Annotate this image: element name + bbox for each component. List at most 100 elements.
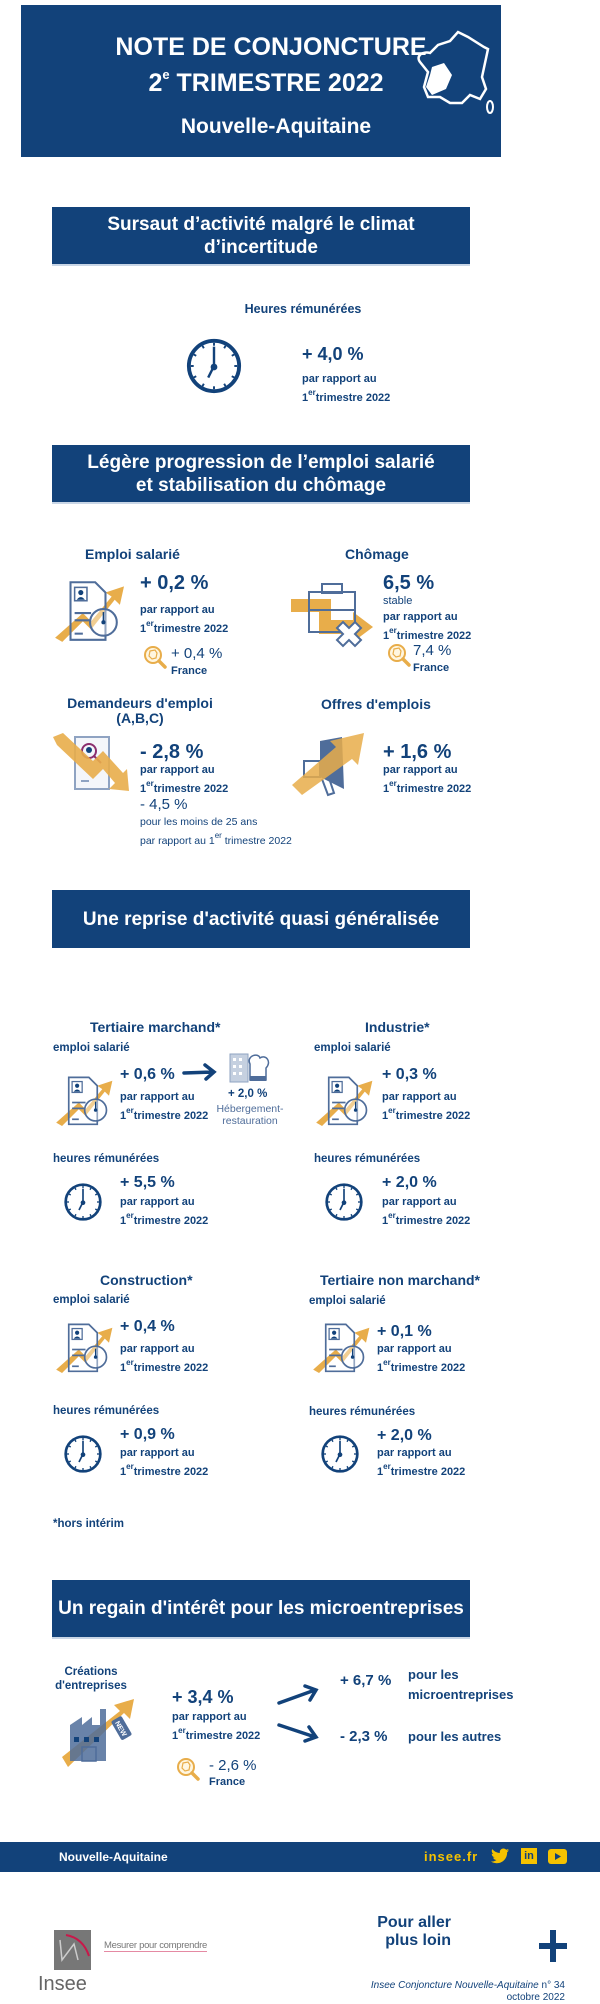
heures-label: Heures rémunérées [244,302,362,316]
hebergement-label: Hébergement-restauration [216,1103,284,1127]
clock-icon [64,1183,102,1221]
hebergement-value: + 2,0 % [228,1088,268,1100]
demandeurs-ref: par rapport au 1ertrimestre 2022 [140,764,229,795]
heures-value: + 4,0 % [302,344,364,364]
ind-emploi-ref: par rapport au 1ertrimestre 2022 [382,1091,471,1122]
micro-value: + 6,7 % [340,1672,392,1689]
creations-ref: par rapport au 1ertrimestre 2022 [172,1711,261,1742]
heures-label: heures rémunérées [53,1153,160,1165]
offres-value: + 1,6 % [383,741,452,763]
tnm-emploi-value: + 0,1 % [377,1323,432,1340]
france-map-icon [417,30,494,114]
arrow-right-icon [182,1063,217,1081]
employment-growth-icon [55,1076,113,1126]
emploi-france-label: France [171,665,208,677]
clock-icon [321,1435,359,1473]
france-magnifier-icon [387,643,411,667]
emploi-label: emploi salarié [309,1295,386,1307]
header-subtitle: 2e TRIMESTRE 2022 [148,67,384,97]
insee-logo-text: Insee [38,1973,87,1995]
heures-label: heures rémunérées [309,1406,416,1418]
con-heures-ref: par rapport au 1ertrimestre 2022 [120,1447,209,1478]
tnm-heures-ref: par rapport au 1ertrimestre 2022 [377,1447,466,1478]
tm-heures-value: + 5,5 % [120,1174,175,1191]
sector-title-industrie: Industrie* [365,1019,430,1035]
section3-header: Une reprise d'activité quasi généralisée [52,890,470,948]
arrow-up-right-icon [277,1684,319,1705]
linkedin-icon[interactable]: in [521,1848,537,1864]
header-region: Nouvelle-Aquitaine [180,115,372,138]
header-banner [21,5,501,157]
employment-growth-icon [312,1323,370,1373]
autres-label: pour les autres [408,1729,502,1744]
twitter-icon[interactable] [491,1848,509,1864]
tnm-emploi-ref: par rapport au 1ertrimestre 2022 [377,1343,466,1374]
chomage-value: 6,5 % [383,572,435,594]
creations-label: Créations d'entreprises [55,1666,127,1692]
arrow-down-right-icon [277,1723,319,1743]
section1-header: Sursaut d’activité malgré le climat d’in… [52,207,470,266]
hotel-restaurant-icon [229,1053,270,1083]
creations-value: + 3,4 % [172,1687,234,1707]
tm-emploi-ref: par rapport au 1ertrimestre 2022 [120,1091,209,1122]
sector-title-construction: Construction* [100,1272,193,1288]
new-business-factory-icon: NEW [62,1699,134,1767]
demandeurs-young-value: - 4,5 % [140,796,188,813]
demandeurs-young-label: pour les moins de 25 ans par rapport au 1… [140,816,292,847]
chomage-status: stable [383,595,413,607]
insee-logo: Insee [38,1930,91,1995]
france-magnifier-icon [143,645,167,669]
plus-icon[interactable] [539,1930,567,1962]
chomage-france-value: 7,4 % [413,642,452,659]
con-heures-value: + 0,9 % [120,1426,175,1443]
insee-tagline: Mesurer pour comprendre [104,1940,207,1952]
tm-heures-ref: par rapport au 1ertrimestre 2022 [120,1196,209,1227]
section4-header: Un regain d'intérêt pour les microentrep… [52,1580,470,1639]
footer-region: Nouvelle-Aquitaine [59,1850,168,1864]
employment-growth-icon [55,1323,113,1373]
offres-title: Offres d'emplois [321,696,431,712]
offres-ref: par rapport au 1ertrimestre 2022 [383,764,472,795]
publication-ref: Insee Conjoncture Nouvelle-Aquitaine n° … [370,1980,565,2003]
more-info-link[interactable]: Pour aller plus loin [377,1914,451,1949]
chomage-title: Chômage [345,546,409,562]
emploi-title: Emploi salarié [85,546,180,562]
emploi-value: + 0,2 % [140,572,209,594]
insee-site-link[interactable]: insee.fr [424,1849,479,1864]
emploi-label: emploi salarié [53,1042,130,1054]
chomage-france-label: France [413,662,450,674]
header-title: NOTE DE CONJONCTURE [115,33,427,61]
section2-header: Légère progression de l’emploi salarié et… [52,445,470,504]
clock-icon [185,334,243,398]
employment-growth-icon [54,581,124,642]
creations-france-label: France [209,1776,246,1788]
heures-label: heures rémunérées [53,1405,160,1417]
emploi-france-value: + 0,4 % [171,645,223,662]
tnm-heures-value: + 2,0 % [377,1427,432,1444]
sector-title-tertiaire-non-marchand: Tertiaire non marchand* [320,1272,481,1288]
job-seekers-icon [53,733,129,791]
demandeurs-title: Demandeurs d'emploi (A,B,C) [67,695,213,726]
job-offers-megaphone-icon [292,733,364,797]
clock-icon [64,1435,102,1473]
emploi-label: emploi salarié [314,1042,391,1054]
clock-icon [325,1183,363,1221]
creations-france-value: - 2,6 % [209,1757,257,1774]
footnote: *hors intérim [53,1518,124,1530]
ind-heures-ref: par rapport au 1ertrimestre 2022 [382,1196,471,1227]
heures-ref: par rapport au 1ertrimestre 2022 [302,373,391,404]
ind-heures-value: + 2,0 % [382,1174,437,1191]
chomage-ref: par rapport au 1ertrimestre 2022 [383,611,472,642]
heures-label: heures rémunérées [314,1153,421,1165]
unemployment-briefcase-icon [291,583,373,648]
con-emploi-ref: par rapport au 1ertrimestre 2022 [120,1343,209,1374]
con-emploi-value: + 0,4 % [120,1318,175,1335]
micro-label: pour les microentreprises [408,1667,514,1702]
france-magnifier-icon [176,1757,200,1781]
youtube-icon[interactable] [548,1849,567,1864]
emploi-label: emploi salarié [53,1294,130,1306]
demandeurs-value: - 2,8 % [140,741,204,763]
emploi-ref: par rapport au 1ertrimestre 2022 [140,604,229,635]
tm-emploi-value: + 0,6 % [120,1066,175,1083]
sector-title-tertiaire-marchand: Tertiaire marchand* [90,1019,221,1035]
